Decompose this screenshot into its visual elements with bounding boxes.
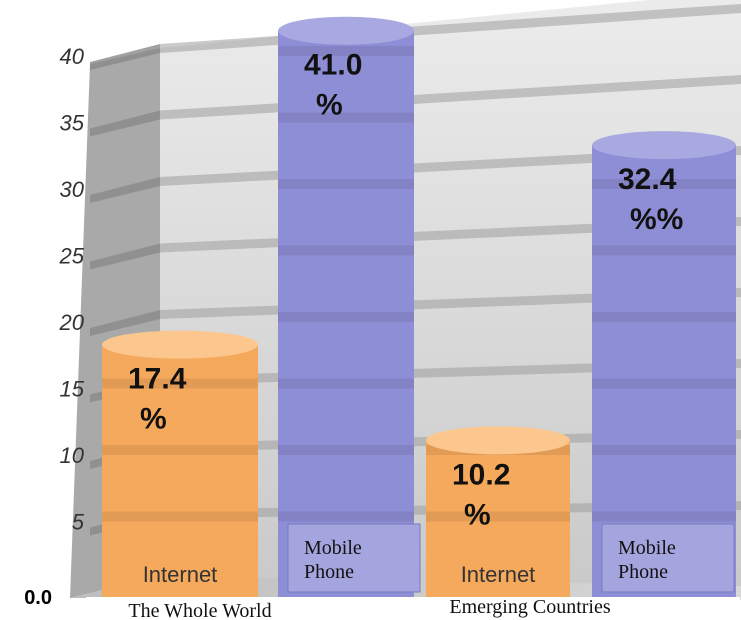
gridline-side: [90, 110, 160, 137]
bar-body: [102, 344, 258, 610]
bar-stripe: [592, 179, 736, 189]
bar-stripe: [278, 112, 414, 123]
bar-body: [278, 30, 414, 610]
data-label: 32.4: [618, 163, 677, 196]
bar-label: Internet: [143, 562, 218, 587]
bar-stripe: [102, 445, 258, 455]
gridline-side: [90, 44, 160, 70]
y-tick-label: 10: [60, 443, 85, 468]
bar-label-box: [601, 523, 735, 593]
bar-stripe: [278, 179, 414, 189]
y-tick-label: 35: [60, 111, 85, 136]
bar-stripe: [592, 445, 736, 455]
data-label: 41.0: [304, 49, 362, 82]
bar-stripe: [102, 378, 258, 389]
y-tick-label: 15: [60, 377, 85, 402]
y-tick-label: 5: [72, 510, 85, 535]
bar-internet: 17.4% Internet: [102, 330, 258, 610]
gridline-side: [90, 177, 160, 203]
category-labels: The Whole World Emerging Countries: [86, 596, 740, 620]
category-label: Emerging Countries: [449, 596, 610, 618]
data-label: 10.2: [452, 458, 510, 491]
bar-label: Phone: [618, 561, 668, 583]
data-label: 17.4: [128, 363, 187, 396]
bar-label: Internet: [461, 562, 536, 587]
y-axis-ticks: 0.0 5 10 15 20 25 30 35 40: [24, 44, 85, 609]
y-tick-label: 20: [59, 310, 85, 335]
bar-body: [426, 440, 570, 610]
bar-label: Mobile: [618, 537, 676, 559]
bar-stripe: [426, 511, 570, 522]
bar-stripe: [592, 378, 736, 389]
data-label: %%: [630, 203, 683, 236]
bar-stripe: [592, 511, 736, 522]
bar-stripe: [592, 312, 736, 322]
bar-stripe: [592, 245, 736, 256]
bar-body: [592, 145, 736, 610]
category-strip: [86, 597, 740, 620]
bar-top: [426, 426, 570, 455]
bar-stripe: [278, 511, 414, 522]
bar-top: [278, 16, 414, 45]
bar-label: Phone: [304, 561, 354, 583]
data-label: %: [316, 89, 343, 122]
bar-label: Mobile: [304, 537, 362, 559]
y-tick-label: 0.0: [24, 587, 52, 609]
bar-internet: 10.2% Internet: [426, 426, 570, 610]
bar-top: [592, 131, 736, 160]
bar-label-box: [287, 523, 421, 593]
data-label: %: [464, 498, 491, 531]
gridline-side: [90, 243, 160, 270]
bar-top: [102, 330, 258, 359]
bar-stripe: [278, 46, 414, 56]
category-label: The Whole World: [128, 600, 271, 620]
bars: 17.4%Internet41.0%MobilePhone10.2%Intern…: [102, 16, 736, 610]
y-tick-label: 25: [59, 244, 85, 269]
bar-stripe: [102, 511, 258, 522]
y-tick-label: 30: [60, 177, 85, 202]
y-tick-label: 40: [60, 44, 85, 69]
data-label: %: [140, 403, 167, 436]
bar-stripe: [278, 378, 414, 389]
gridline-side: [90, 310, 160, 336]
bar-stripe: [278, 445, 414, 455]
bar-stripe: [278, 312, 414, 322]
bar-stripe: [278, 245, 414, 256]
